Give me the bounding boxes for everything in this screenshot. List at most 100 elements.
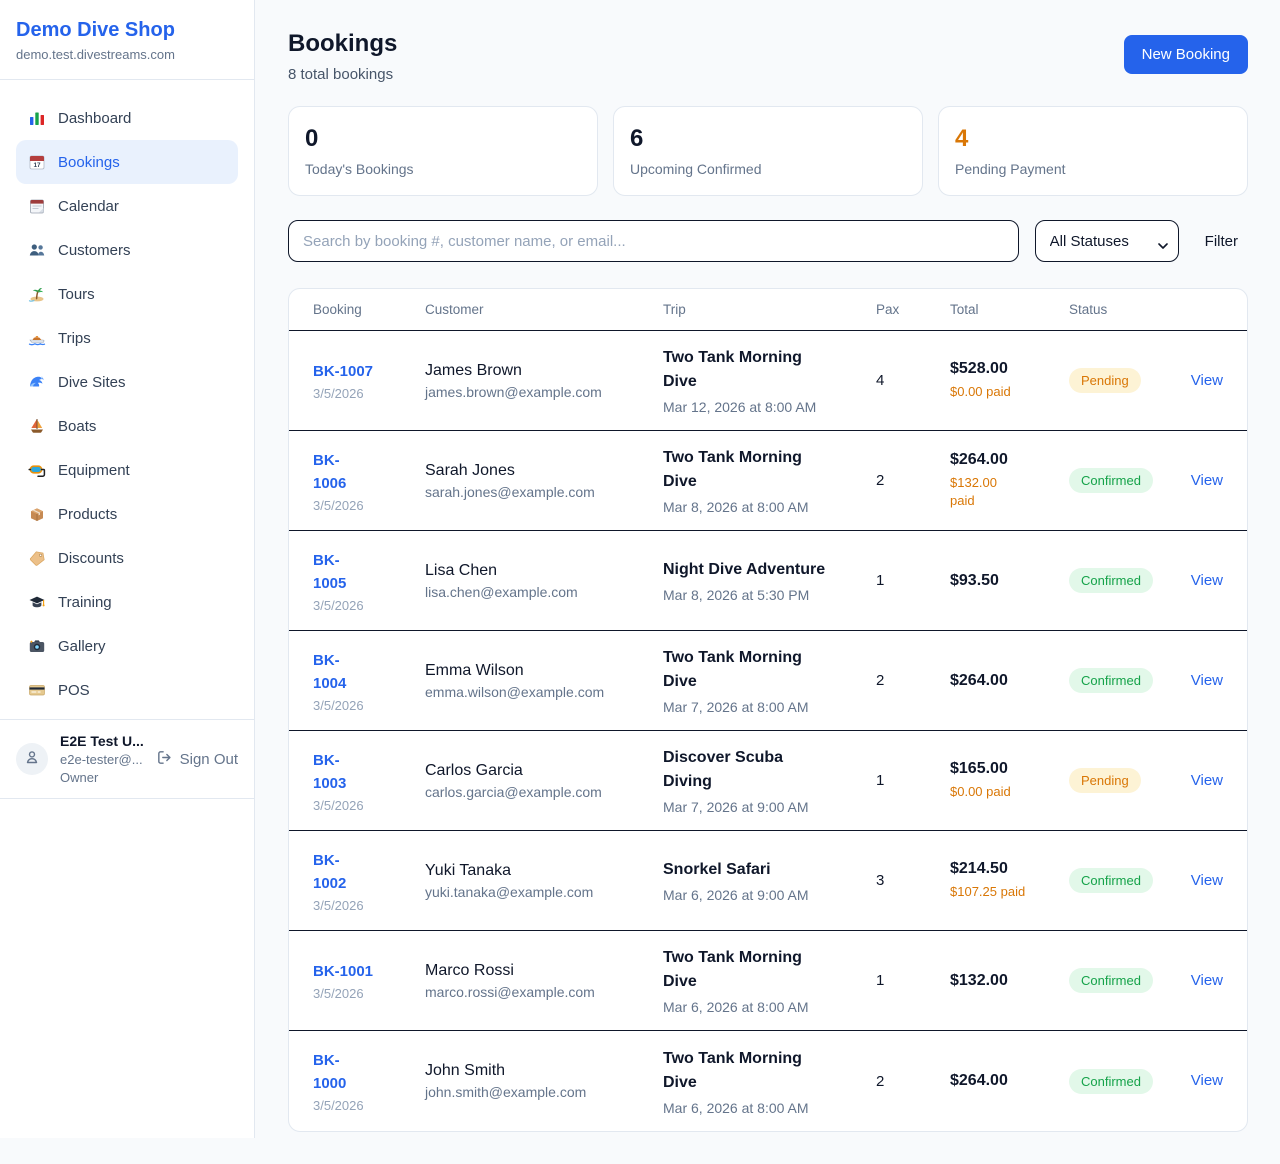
table-row: BK-1001 3/5/2026 Marco Rossi marco.rossi@ex… bbox=[289, 931, 1247, 1031]
cell-status: Pending bbox=[1069, 368, 1181, 393]
trip-name: Discover Scuba Diving bbox=[663, 749, 784, 790]
sidebar-item-label: Boats bbox=[58, 417, 97, 435]
sidebar-item-label: Bookings bbox=[58, 153, 120, 171]
paid-amount: $0.00 paid bbox=[950, 784, 1011, 799]
cell-trip: Two Tank Morning Dive Mar 7, 2026 at 8:00… bbox=[663, 646, 876, 715]
view-link[interactable]: View bbox=[1190, 571, 1223, 589]
cell-booking: BK-1007 3/5/2026 bbox=[313, 360, 425, 401]
sidebar-item-equipment[interactable]: Equipment bbox=[16, 448, 238, 492]
total-amount: $165.00 bbox=[950, 760, 1008, 777]
booking-id-link[interactable]: BK- 1003 bbox=[313, 751, 347, 792]
cell-booking: BK- 1004 3/5/2026 bbox=[313, 649, 425, 713]
sidebar-item-calendar[interactable]: Calendar bbox=[16, 184, 238, 228]
cell-customer: Carlos Garcia carlos.garcia@example.com bbox=[425, 762, 663, 800]
customer-name: Yuki Tanaka bbox=[425, 861, 511, 879]
view-link[interactable]: View bbox=[1190, 471, 1223, 489]
stat-value: 0 bbox=[305, 125, 319, 152]
trip-name: Two Tank Morning Dive bbox=[663, 449, 802, 490]
view-link[interactable]: View bbox=[1190, 371, 1223, 389]
status-badge: Confirmed bbox=[1069, 1068, 1153, 1094]
calendar-icon bbox=[28, 197, 46, 215]
cell-actions: View bbox=[1181, 772, 1223, 790]
dashboard-icon bbox=[28, 109, 46, 127]
customer-email: yuki.tanaka@example.com bbox=[425, 883, 594, 900]
cell-trip: Snorkel Safari Mar 6, 2026 at 9:00 AM bbox=[663, 858, 876, 903]
stat-label: Upcoming Confirmed bbox=[630, 161, 762, 177]
page-title: Bookings bbox=[288, 30, 398, 57]
customer-email: john.smith@example.com bbox=[425, 1084, 587, 1100]
sidebar-item-label: POS bbox=[58, 681, 90, 699]
booking-date: 3/5/2026 bbox=[313, 986, 364, 1001]
cell-pax: 2 bbox=[876, 672, 885, 689]
view-link[interactable]: View bbox=[1190, 671, 1223, 689]
column-header-total: Total bbox=[950, 302, 979, 317]
sign-out-label: Sign Out bbox=[179, 750, 238, 768]
cell-customer: Marco Rossi marco.rossi@example.com bbox=[425, 962, 663, 1000]
trip-name: Two Tank Morning Dive bbox=[663, 649, 802, 690]
sidebar-item-gallery[interactable]: Gallery bbox=[16, 624, 238, 668]
trip-datetime: Mar 7, 2026 at 9:00 AM bbox=[663, 799, 809, 815]
booking-id-link[interactable]: BK- 1004 bbox=[313, 651, 347, 692]
customer-email: marco.rossi@example.com bbox=[425, 983, 595, 1000]
column-header-customer: Customer bbox=[425, 302, 484, 317]
sidebar-item-discounts[interactable]: Discounts bbox=[16, 536, 238, 580]
sign-out-button[interactable]: Sign Out bbox=[156, 749, 238, 770]
equipment-mask-icon bbox=[28, 461, 46, 479]
sidebar-item-bookings[interactable]: 17 Bookings bbox=[16, 140, 238, 184]
user-email: e2e-tester@... bbox=[60, 752, 143, 767]
sidebar-item-label: Tours bbox=[58, 285, 95, 303]
filter-row: All Statuses Filter bbox=[288, 220, 1248, 262]
view-link[interactable]: View bbox=[1190, 1072, 1223, 1089]
booking-id-link[interactable]: BK-1001 bbox=[313, 963, 374, 980]
booking-date: 3/5/2026 bbox=[313, 797, 364, 813]
status-select-wrap: All Statuses bbox=[1034, 220, 1179, 262]
status-badge: Confirmed bbox=[1069, 968, 1153, 993]
sidebar-item-dashboard[interactable]: Dashboard bbox=[16, 96, 238, 140]
sidebar-item-tours[interactable]: Tours bbox=[16, 272, 238, 316]
booking-id-link[interactable]: BK- 1005 bbox=[313, 551, 347, 592]
customer-name: Lisa Chen bbox=[425, 561, 498, 579]
table-body: BK-1007 3/5/2026 James Brown james.brown@ex… bbox=[289, 331, 1247, 1131]
booking-id-link[interactable]: BK- 1006 bbox=[313, 451, 347, 492]
booking-id-link[interactable]: BK-1007 bbox=[313, 363, 374, 380]
sidebar-item-training[interactable]: Training bbox=[16, 580, 238, 624]
view-link[interactable]: View bbox=[1190, 771, 1223, 789]
booking-id-link[interactable]: BK- 1002 bbox=[313, 851, 347, 892]
trip-datetime: Mar 7, 2026 at 8:00 AM bbox=[663, 699, 809, 715]
cell-total: $264.00 $132.00 paid bbox=[950, 451, 1069, 510]
sidebar-item-trips[interactable]: Trips bbox=[16, 316, 238, 360]
trip-name: Snorkel Safari bbox=[663, 861, 771, 878]
trip-datetime: Mar 6, 2026 at 8:00 AM bbox=[663, 999, 809, 1015]
view-link[interactable]: View bbox=[1190, 871, 1223, 889]
sidebar-item-boats[interactable]: Boats bbox=[16, 404, 238, 448]
cell-status: Confirmed bbox=[1069, 668, 1181, 693]
stat-label: Pending Payment bbox=[955, 161, 1066, 177]
booking-date: 3/5/2026 bbox=[313, 597, 364, 613]
cell-total: $214.50 $107.25 paid bbox=[950, 860, 1069, 901]
status-filter-select[interactable]: All Statuses bbox=[1034, 220, 1179, 262]
cell-booking: BK- 1006 3/5/2026 bbox=[313, 449, 425, 513]
cell-customer: John Smith john.smith@example.com bbox=[425, 1062, 663, 1100]
sidebar-item-dive-sites[interactable]: Dive Sites bbox=[16, 360, 238, 404]
user-info: E2E Test U... e2e-tester@... Owner bbox=[60, 733, 144, 785]
table-row: BK- 1000 3/5/2026 John Smith john.smith@exa… bbox=[289, 1031, 1247, 1131]
stat-label: Today's Bookings bbox=[305, 161, 414, 177]
customer-name: Marco Rossi bbox=[425, 961, 514, 979]
svg-text:17: 17 bbox=[33, 162, 41, 169]
sidebar-item-products[interactable]: Products bbox=[16, 492, 238, 536]
paid-amount: $107.25 paid bbox=[950, 884, 1026, 899]
cell-actions: View bbox=[1181, 472, 1223, 490]
search-input[interactable] bbox=[288, 220, 1019, 262]
new-booking-button[interactable]: New Booking bbox=[1123, 35, 1248, 74]
booking-id-link[interactable]: BK- 1000 bbox=[313, 1052, 347, 1092]
view-link[interactable]: View bbox=[1190, 971, 1223, 989]
sidebar-item-pos[interactable]: POS bbox=[16, 668, 238, 712]
trip-datetime: Mar 12, 2026 at 8:00 AM bbox=[663, 399, 817, 415]
table-row: BK- 1006 3/5/2026 Sarah Jones sarah.jones@e… bbox=[289, 431, 1247, 531]
cell-booking: BK-1001 3/5/2026 bbox=[313, 960, 425, 1001]
status-badge: Confirmed bbox=[1069, 868, 1153, 893]
cell-trip: Night Dive Adventure Mar 8, 2026 at 5:30 … bbox=[663, 558, 876, 603]
sidebar-item-customers[interactable]: Customers bbox=[16, 228, 238, 272]
filter-button[interactable]: Filter bbox=[1195, 233, 1248, 250]
